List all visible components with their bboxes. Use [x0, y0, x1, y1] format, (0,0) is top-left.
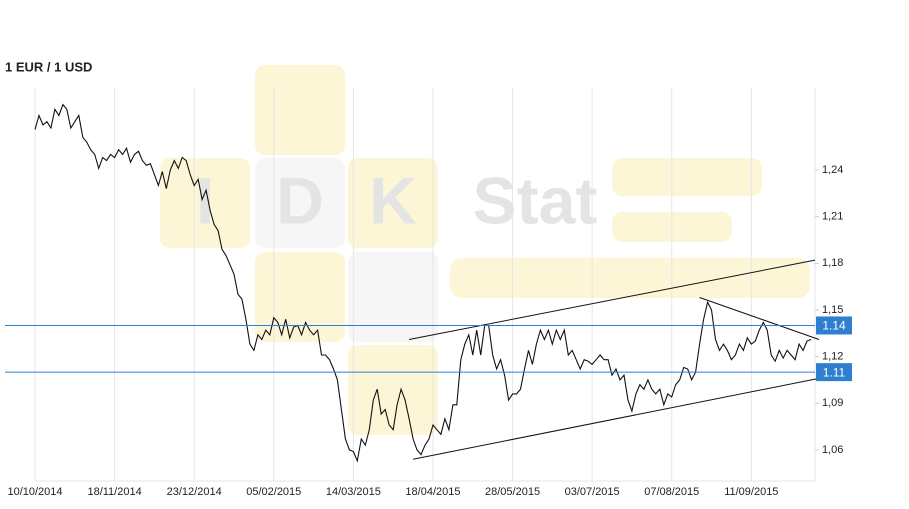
watermark: I D K Stat [160, 65, 810, 435]
y-tick-label: 1,12 [822, 350, 843, 362]
watermark-letter: I [196, 163, 214, 237]
trend-line [699, 297, 820, 340]
x-tick-label: 05/02/2015 [246, 486, 301, 498]
watermark-box [348, 158, 438, 248]
x-tick-label: 28/05/2015 [485, 486, 540, 498]
y-tick-label: 1,21 [822, 211, 843, 223]
y-tick-label: 1,18 [822, 257, 843, 269]
trend-line [412, 377, 820, 460]
x-tick-label: 07/08/2015 [644, 486, 699, 498]
watermark-bar [612, 158, 762, 196]
watermark-box [160, 158, 250, 248]
watermark-box [348, 345, 438, 435]
x-tick-label: 18/11/2014 [87, 486, 141, 498]
x-tick-label: 10/10/2014 [7, 486, 62, 498]
watermark-box [255, 65, 345, 155]
chart-title: 1 EUR / 1 USD [5, 59, 92, 74]
watermark-box [255, 252, 345, 342]
x-tick-label: 23/12/2014 [167, 486, 222, 498]
trend-line [408, 259, 816, 340]
watermark-letter: Stat [473, 163, 598, 237]
price-line [34, 103, 812, 463]
watermark-box [255, 158, 345, 248]
watermark-box [348, 252, 438, 342]
x-tick-label: 14/03/2015 [326, 486, 381, 498]
y-tick-label: 1,09 [822, 397, 843, 409]
y-tick-label: 1,06 [822, 444, 843, 456]
y-tick-label: 1,24 [822, 164, 843, 176]
level-label: 1.14 [822, 319, 846, 333]
level-badge [816, 363, 852, 382]
x-tick-label: 18/04/2015 [405, 486, 460, 498]
x-tick-label: 11/09/2015 [724, 486, 778, 498]
x-tick-label: 03/07/2015 [565, 486, 620, 498]
watermark-bar [450, 258, 810, 298]
level-badge [816, 316, 852, 335]
watermark-letter: K [369, 163, 417, 237]
y-tick-label: 1,15 [822, 304, 843, 316]
level-label: 1.11 [823, 365, 846, 379]
watermark-letter: D [276, 163, 324, 237]
